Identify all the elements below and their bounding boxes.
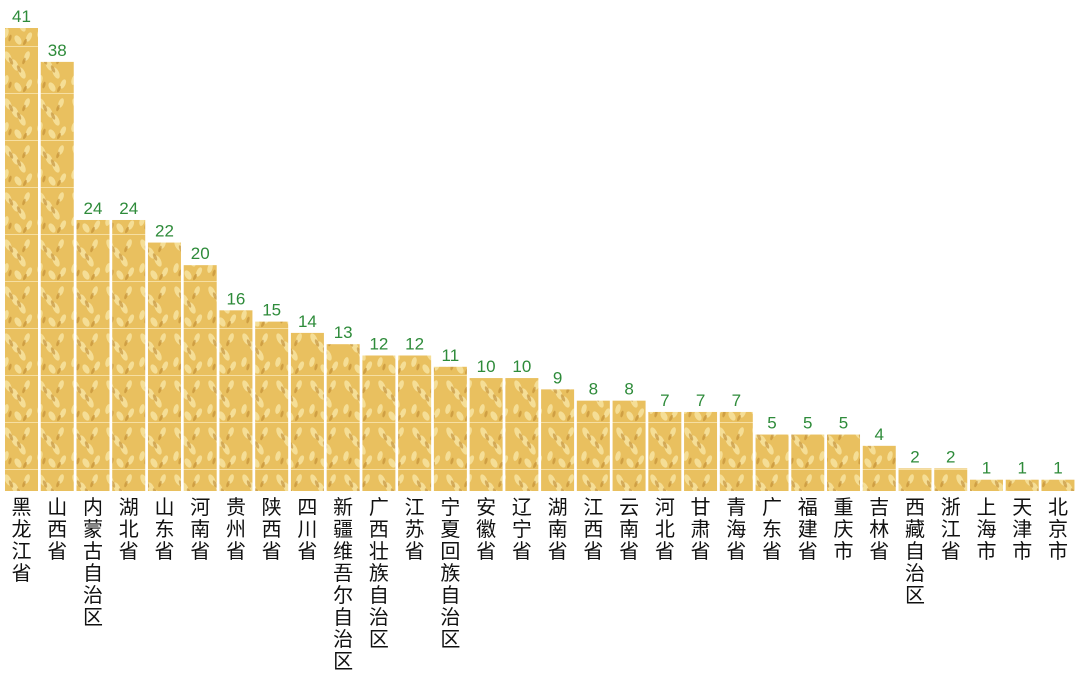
category-label: 湖南省 [548,495,568,563]
bar [112,219,146,492]
category-label: 广东省 [762,495,782,563]
data-label: 16 [226,289,245,308]
bar [469,378,503,491]
category-label: 河北省 [655,495,675,563]
bar [576,400,610,491]
bar [791,434,825,491]
data-label: 10 [477,357,496,376]
data-label: 9 [553,368,562,387]
category-label: 内蒙古自治区 [83,495,103,629]
category-label: 吉林省 [869,495,889,563]
bar [326,344,360,491]
category-label: 山西省 [47,495,67,563]
bar [183,265,217,491]
category-label: 黑龙江省 [12,495,32,585]
data-label: 41 [12,7,31,26]
data-label: 1 [1053,459,1062,478]
bar [1041,479,1075,491]
category-label: 河南省 [190,495,210,563]
bar [362,355,396,491]
category-label: 上海市 [976,495,996,563]
category-label: 云南省 [619,495,639,563]
bar [40,61,74,491]
category-label: 四川省 [297,495,317,563]
category-label: 重庆市 [834,495,854,563]
data-label: 12 [405,334,424,353]
data-label: 1 [1017,459,1026,478]
data-label: 8 [589,380,598,399]
data-label: 5 [839,414,848,433]
category-label: 福建省 [798,495,818,563]
category-label: 辽宁省 [512,495,532,563]
bar [862,445,896,491]
data-label: 14 [298,312,317,331]
bar [255,321,289,491]
category-label: 江西省 [583,495,603,563]
category-label: 安徽省 [476,495,496,563]
bar [541,389,575,491]
bar [433,366,467,491]
bar [969,479,1003,491]
data-label: 1 [982,459,991,478]
data-label: 7 [660,391,669,410]
bar [398,355,432,491]
bar [5,28,38,491]
data-label: 15 [262,301,281,320]
category-label: 陕西省 [262,495,282,563]
data-label: 5 [767,414,776,433]
bar [648,411,682,491]
data-label: 2 [910,447,919,466]
data-label: 11 [442,346,460,365]
data-label: 4 [875,425,884,444]
data-label: 13 [334,323,353,342]
data-label: 20 [191,244,210,263]
data-label: 7 [732,391,741,410]
bar [719,411,753,491]
data-label: 12 [369,334,388,353]
category-label: 新疆维吾尔自治区 [333,495,353,673]
category-label: 宁夏回族自治区 [440,495,460,651]
data-label: 7 [696,391,705,410]
bar [147,242,181,491]
category-label: 江苏省 [405,495,425,563]
data-label: 2 [946,447,955,466]
category-label: 青海省 [726,495,746,563]
data-label: 5 [803,414,812,433]
bar [219,310,253,491]
data-label: 24 [84,199,103,218]
category-label: 甘肃省 [691,495,711,563]
bar [1005,479,1039,491]
bar [934,468,968,491]
data-label: 22 [155,222,174,241]
bars-group [5,28,1075,492]
bar [505,378,539,491]
category-label: 广西壮族自治区 [369,495,389,651]
category-labels-group: 黑龙江省山西省内蒙古自治区湖北省山东省河南省贵州省陕西省四川省新疆维吾尔自治区广… [12,495,1068,673]
data-label: 24 [119,199,138,218]
bar [290,332,324,491]
data-label: 38 [48,41,67,60]
category-label: 湖北省 [119,495,139,563]
category-label: 天津市 [1012,495,1032,563]
bar [827,434,861,491]
bar [612,400,646,491]
category-label: 贵州省 [226,495,246,563]
data-label: 10 [512,357,531,376]
bar [755,434,789,491]
bar [684,411,718,491]
bar [898,468,932,491]
data-label: 8 [624,380,633,399]
bar [76,219,110,492]
category-label: 西藏自治区 [905,495,925,607]
category-label: 北京市 [1048,495,1068,563]
category-label: 山东省 [154,495,174,563]
category-label: 浙江省 [941,495,961,563]
